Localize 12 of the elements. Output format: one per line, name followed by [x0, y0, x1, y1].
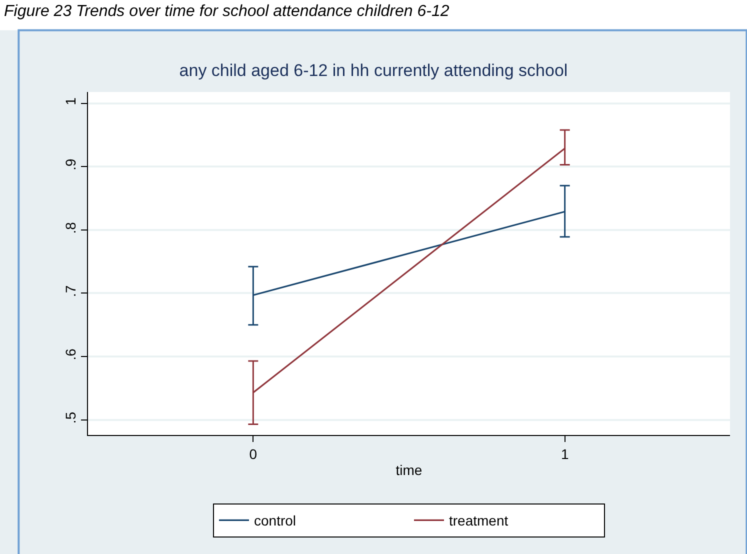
x-axis-title: time [396, 462, 422, 478]
y-tick-label: .9 [62, 158, 78, 170]
x-tick-label: 0 [249, 446, 258, 462]
y-tick-label: .6 [62, 348, 78, 360]
y-tick-label: 1 [62, 97, 78, 106]
legend-label: control [254, 512, 296, 529]
chart-title: any child aged 6-12 in hh currently attending school [179, 60, 568, 80]
y-tick-label: .5 [62, 412, 78, 424]
legend-label: treatment [449, 512, 508, 529]
caption: Figure 23 Trends over time for school attendance children 6-12 [4, 3, 450, 20]
y-tick-label: .8 [62, 222, 78, 234]
y-tick-label: .7 [62, 285, 78, 297]
